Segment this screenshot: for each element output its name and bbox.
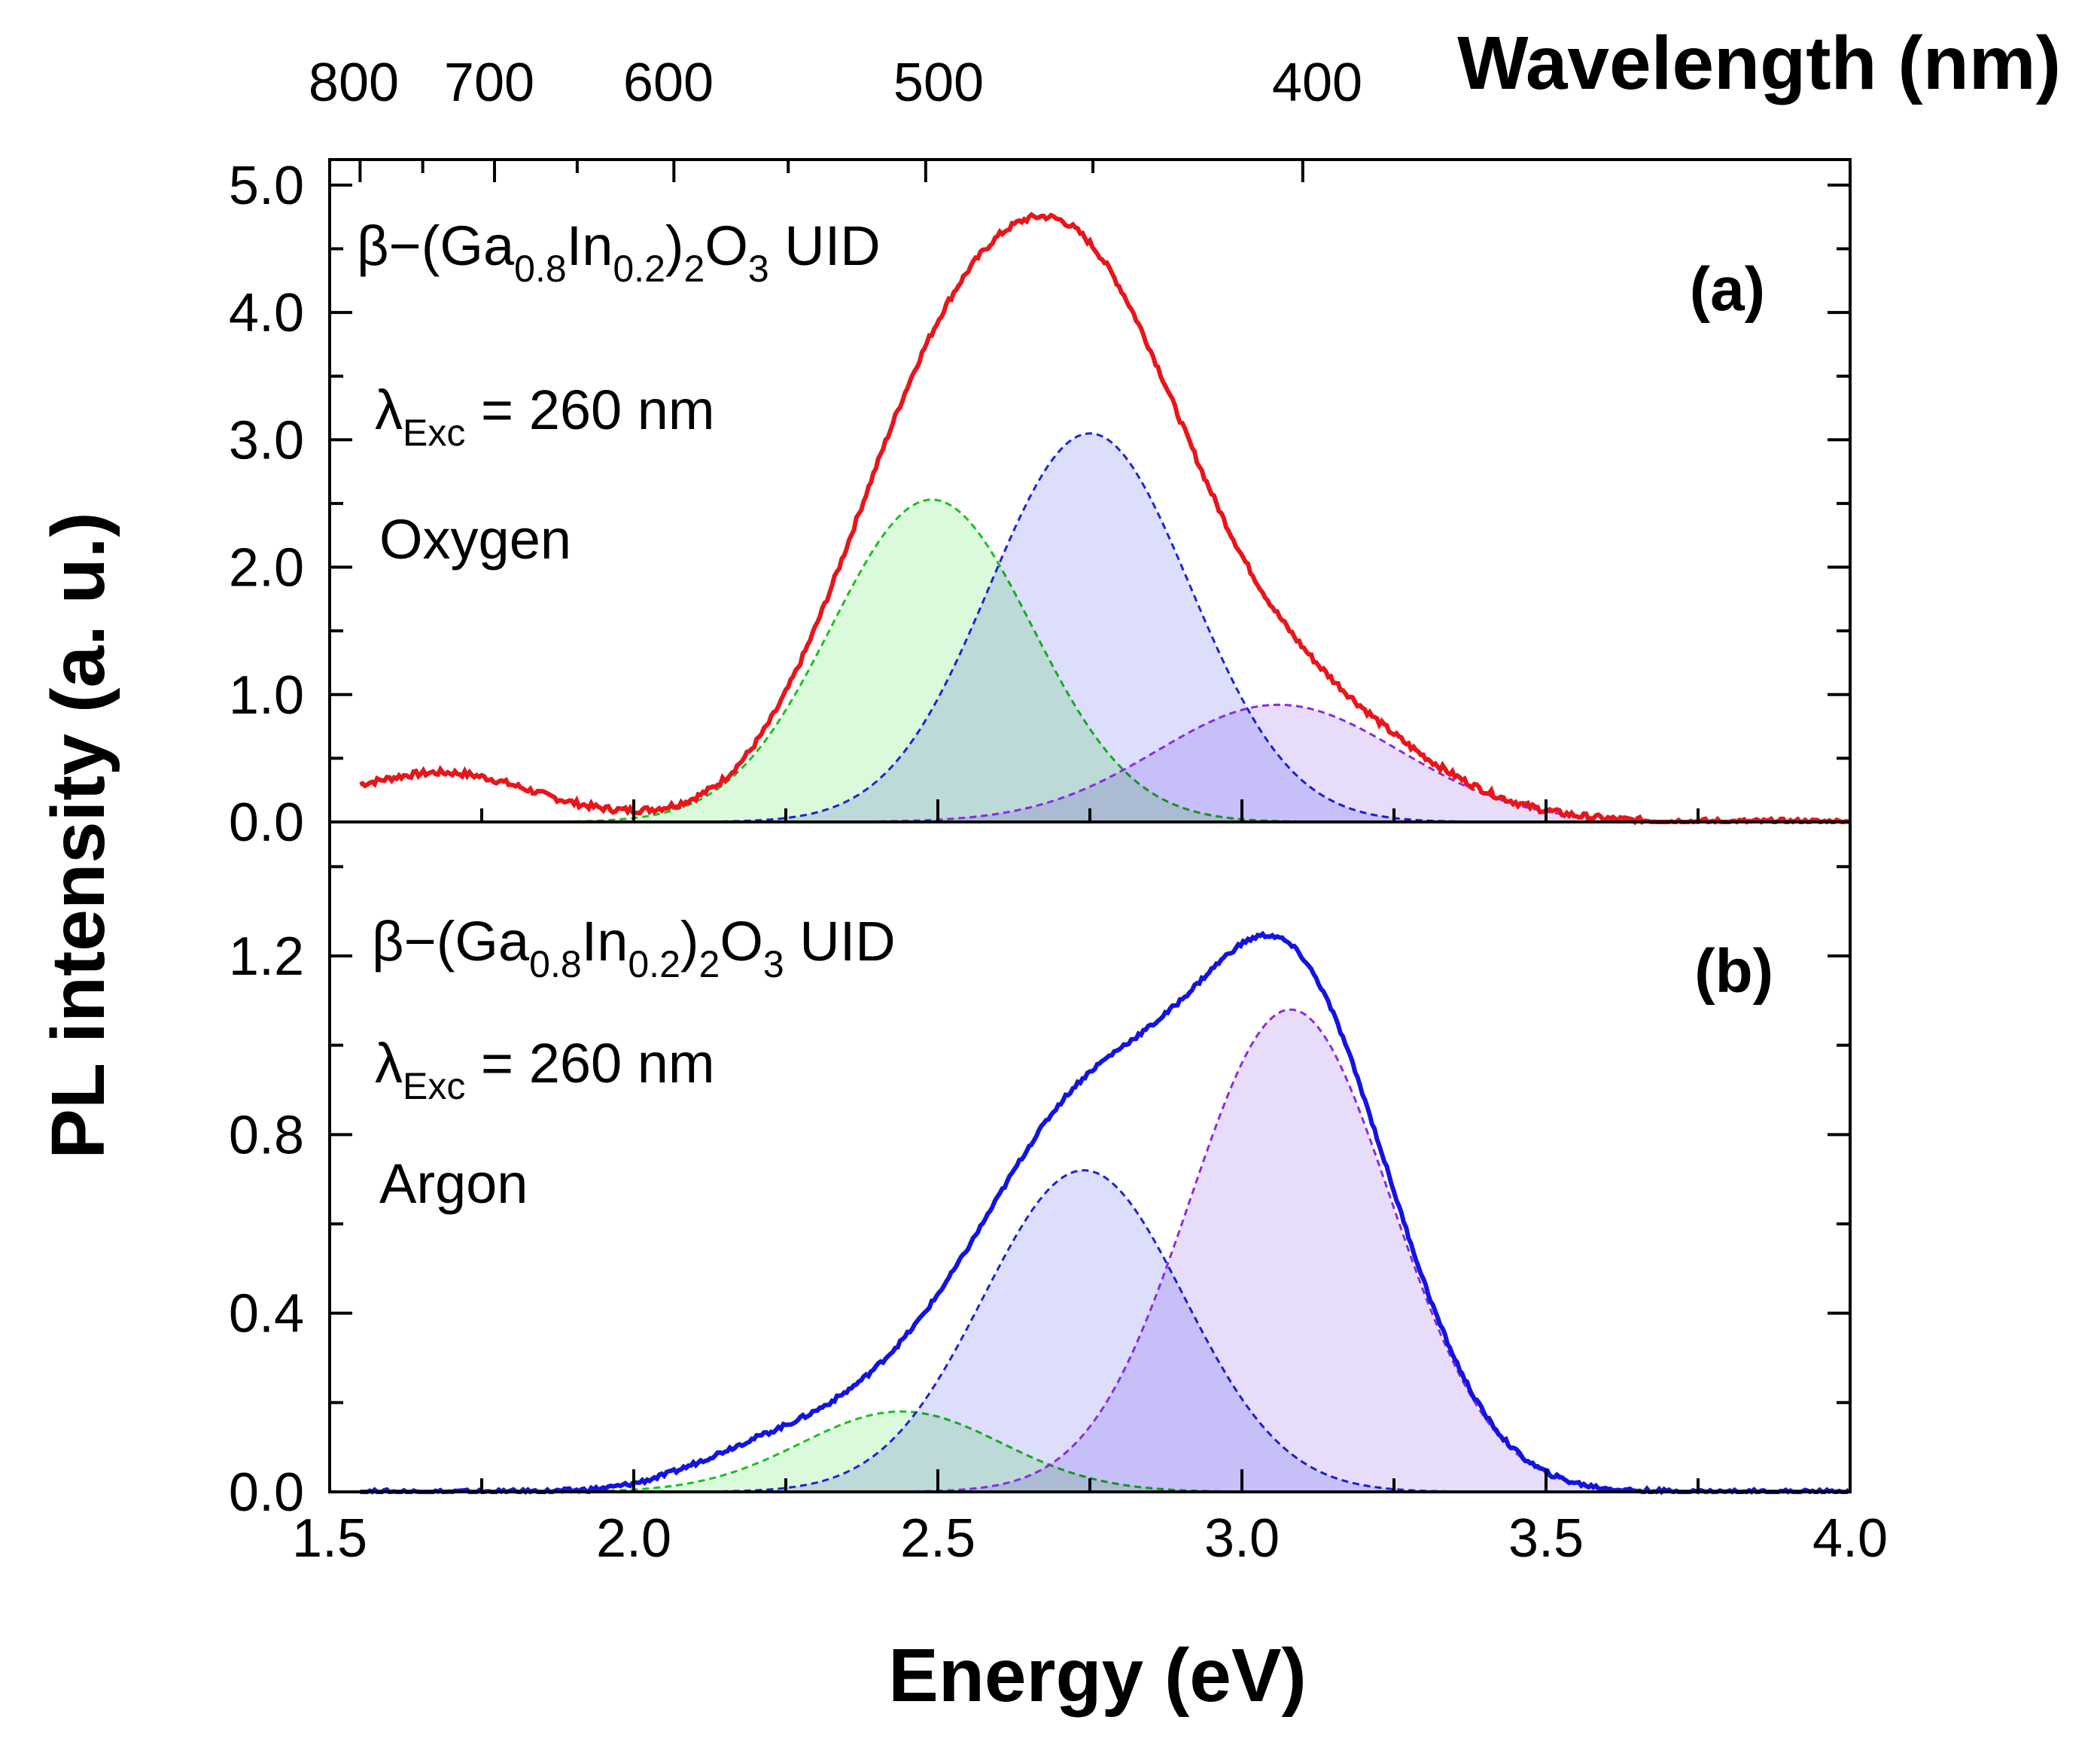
axes-frame xyxy=(328,158,1852,1493)
component-fill-blue xyxy=(360,433,1850,822)
panel-b-atmosphere-label: Argon xyxy=(379,1152,528,1215)
y-axis-title: PL intensity (a. u.) xyxy=(36,512,120,1158)
panel-a-excitation-label: λExc = 260 nm xyxy=(375,379,715,454)
y-tick-label: 0.4 xyxy=(229,1284,304,1344)
energy-tick-labels: 1.5 2.0 2.5 3.0 3.5 4.0 xyxy=(292,1508,1888,1569)
panel-b-letter: (b) xyxy=(1694,937,1773,1006)
wavelength-axis-title: Wavelength (nm) xyxy=(1457,21,2061,105)
y-tick-label: 1.2 xyxy=(229,927,304,987)
panel-b-measured-spectrum xyxy=(360,930,1851,1496)
y-tick-label: 1.0 xyxy=(229,665,304,726)
panel-a-components xyxy=(360,432,1850,823)
y-tick-label: 3.0 xyxy=(229,410,304,470)
y-tick-label: 0.8 xyxy=(229,1105,304,1165)
wavelength-tick-labels: 800 700 600 500 400 xyxy=(309,53,1362,113)
y-tick-label: 0.0 xyxy=(229,793,304,853)
panel-b-excitation-label: λExc = 260 nm xyxy=(375,1032,715,1107)
x-tick-label: 4.0 xyxy=(1812,1508,1888,1569)
wavelength-tick-label: 700 xyxy=(444,53,534,113)
energy-axis-title: Energy (eV) xyxy=(888,1633,1307,1718)
wavelength-tick-label: 400 xyxy=(1272,53,1362,113)
x-tick-label: 3.5 xyxy=(1508,1508,1584,1569)
x-tick-label: 2.5 xyxy=(900,1508,975,1569)
wavelength-tick-label: 500 xyxy=(893,53,984,113)
y-tick-label: 5.0 xyxy=(229,156,304,216)
wavelength-tick-label: 800 xyxy=(309,53,399,113)
panel-a-sample-label: β−(Ga0.8In0.2)2O3 UID xyxy=(357,215,881,290)
panel-a-measured-spectrum xyxy=(359,212,1850,826)
component-fill-purple xyxy=(360,705,1850,822)
y-tick-label: 4.0 xyxy=(229,283,304,343)
panel-a-atmosphere-label: Oxygen xyxy=(379,508,571,571)
panel-b-y-tick-labels: 0.0 0.4 0.8 1.2 xyxy=(229,927,304,1523)
panel-b-sample-label: β−(Ga0.8In0.2)2O3 UID xyxy=(372,910,896,985)
y-tick-label: 2.0 xyxy=(229,538,304,598)
y-tick-label: 0.0 xyxy=(229,1463,304,1523)
panel-a-letter: (a) xyxy=(1690,255,1765,324)
wavelength-tick-label: 600 xyxy=(623,53,714,113)
component-fill-blue xyxy=(360,1170,1850,1492)
x-tick-label: 2.0 xyxy=(596,1508,671,1569)
panel-a-y-tick-labels: 0.0 1.0 2.0 3.0 4.0 5.0 xyxy=(229,156,304,853)
x-tick-label: 1.5 xyxy=(292,1508,367,1569)
x-tick-label: 3.0 xyxy=(1204,1508,1280,1569)
